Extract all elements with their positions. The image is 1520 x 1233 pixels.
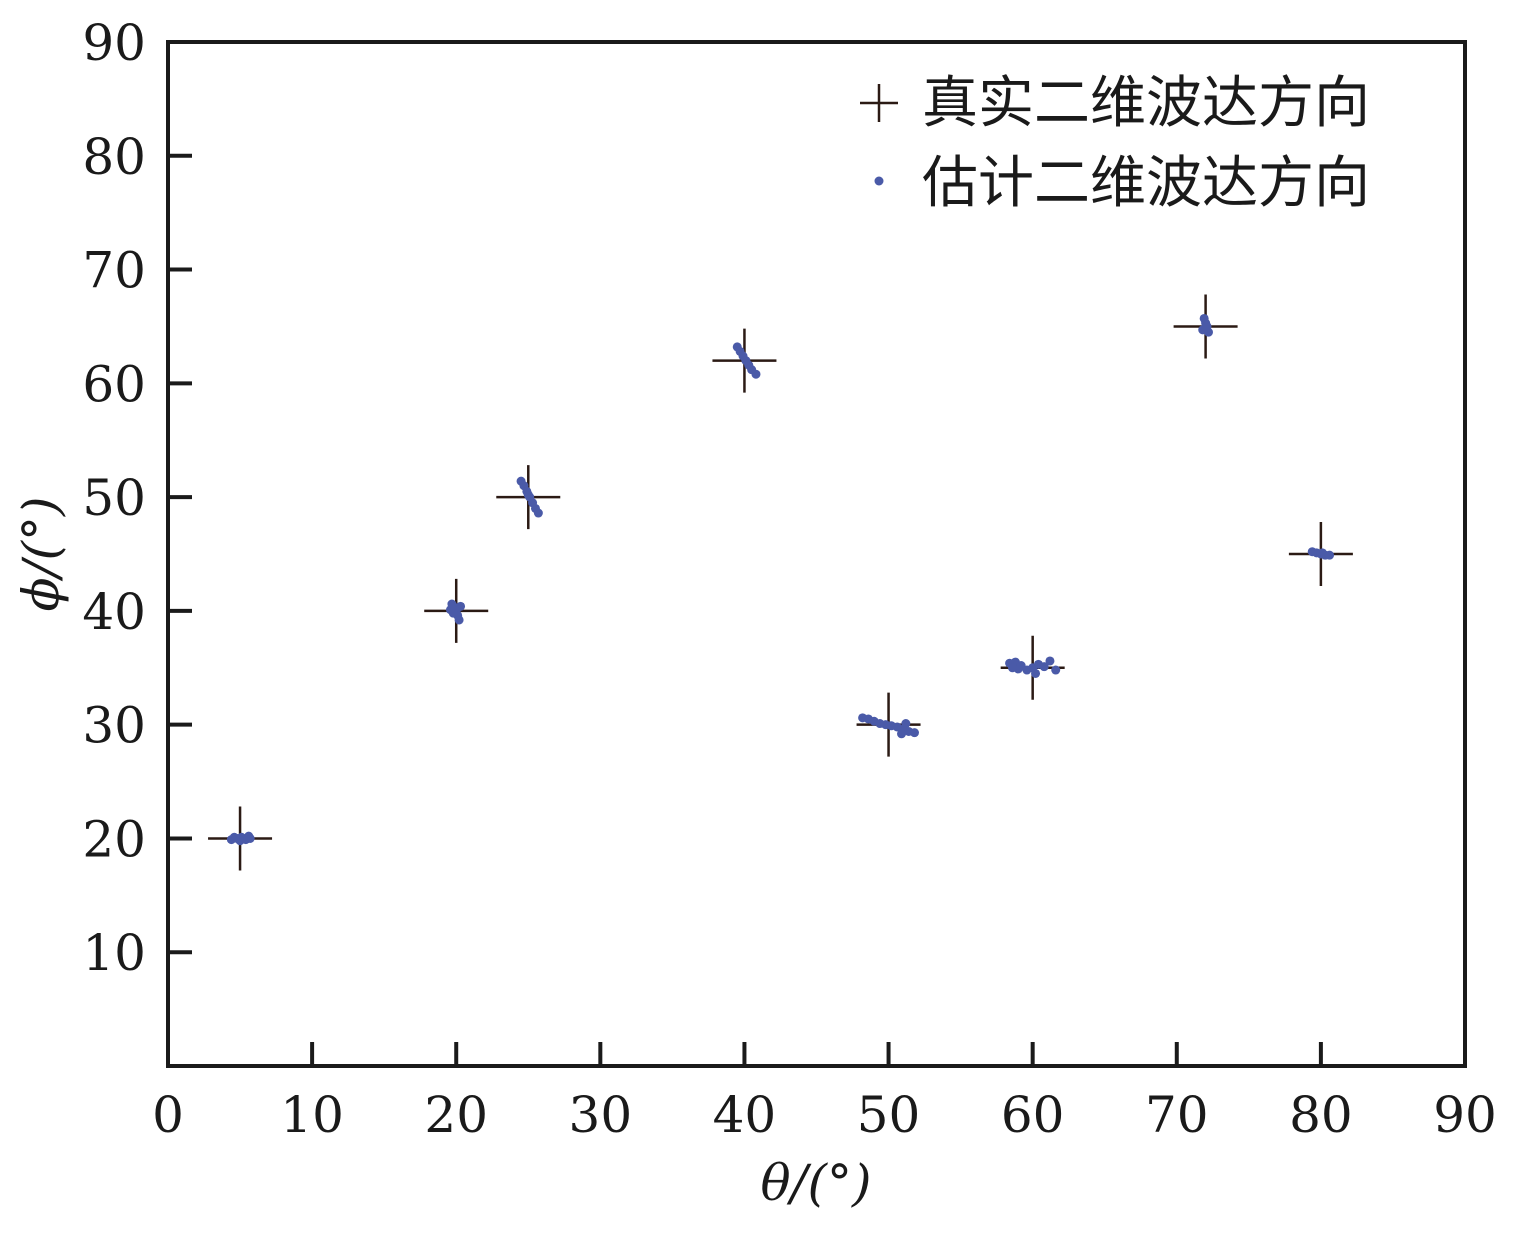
x-tick-label: 50: [857, 1086, 921, 1144]
estimated-doa-point: [909, 728, 919, 738]
estimated-doa-point: [454, 615, 464, 625]
y-tick-label: 50: [82, 469, 146, 527]
true-doa-series: [208, 294, 1353, 871]
axis-tick-labels: 0 10 20 30 40 50 60 70 80 90 10 20 30 40 50 60 70 80 90: [82, 14, 1496, 1144]
x-tick-label: 20: [424, 1086, 488, 1144]
legend: 真实二维波达方向 估计二维波达方向: [860, 71, 1370, 216]
estimated-doa-point: [897, 729, 907, 739]
y-tick-label: 30: [82, 697, 146, 755]
x-tick-label: 0: [152, 1086, 184, 1144]
estimated-doa-point: [1045, 656, 1055, 666]
x-axis-label: θ/(°): [761, 1154, 872, 1212]
estimated-doa-point: [229, 832, 239, 842]
estimated-doa-point: [1325, 550, 1335, 560]
x-tick-label: 90: [1433, 1086, 1497, 1144]
estimated-doa-point: [1051, 665, 1061, 675]
estimated-doa-point: [1007, 663, 1017, 673]
y-tick-label: 10: [82, 924, 146, 982]
x-tick-label: 30: [569, 1086, 633, 1144]
axis-ticks: [168, 153, 1323, 1066]
legend-true-marker: [860, 84, 898, 122]
y-tick-label: 60: [82, 355, 146, 413]
legend-estimated-label: 估计二维波达方向: [922, 151, 1370, 216]
y-tick-label: 20: [82, 810, 146, 868]
estimated-doa-point: [523, 490, 533, 500]
x-tick-label: 70: [1145, 1086, 1209, 1144]
y-axis-label: ϕ/(°): [12, 497, 70, 612]
y-tick-label: 80: [82, 128, 146, 186]
x-tick-label: 60: [1001, 1086, 1065, 1144]
estimated-doa-series: [226, 313, 1335, 846]
estimated-doa-point: [1201, 323, 1211, 333]
plot-frame: [166, 40, 1467, 1068]
estimated-doa-point: [1039, 662, 1049, 672]
y-tick-label: 90: [82, 14, 146, 72]
estimated-doa-point: [445, 605, 455, 615]
estimated-doa-point: [901, 719, 911, 729]
legend-estimated-marker: [874, 176, 884, 186]
x-tick-label: 40: [713, 1086, 777, 1144]
y-tick-label: 40: [82, 583, 146, 641]
estimated-doa-point: [456, 601, 466, 611]
y-tick-label: 70: [82, 242, 146, 300]
x-tick-label: 80: [1289, 1086, 1353, 1144]
estimated-doa-point: [533, 508, 543, 518]
estimated-doa-point: [1031, 668, 1041, 678]
estimated-doa-point: [1317, 548, 1327, 558]
x-tick-label: 10: [280, 1086, 344, 1144]
estimated-doa-point: [244, 831, 254, 841]
estimated-doa-point: [751, 369, 761, 379]
legend-true-label: 真实二维波达方向: [922, 71, 1370, 136]
